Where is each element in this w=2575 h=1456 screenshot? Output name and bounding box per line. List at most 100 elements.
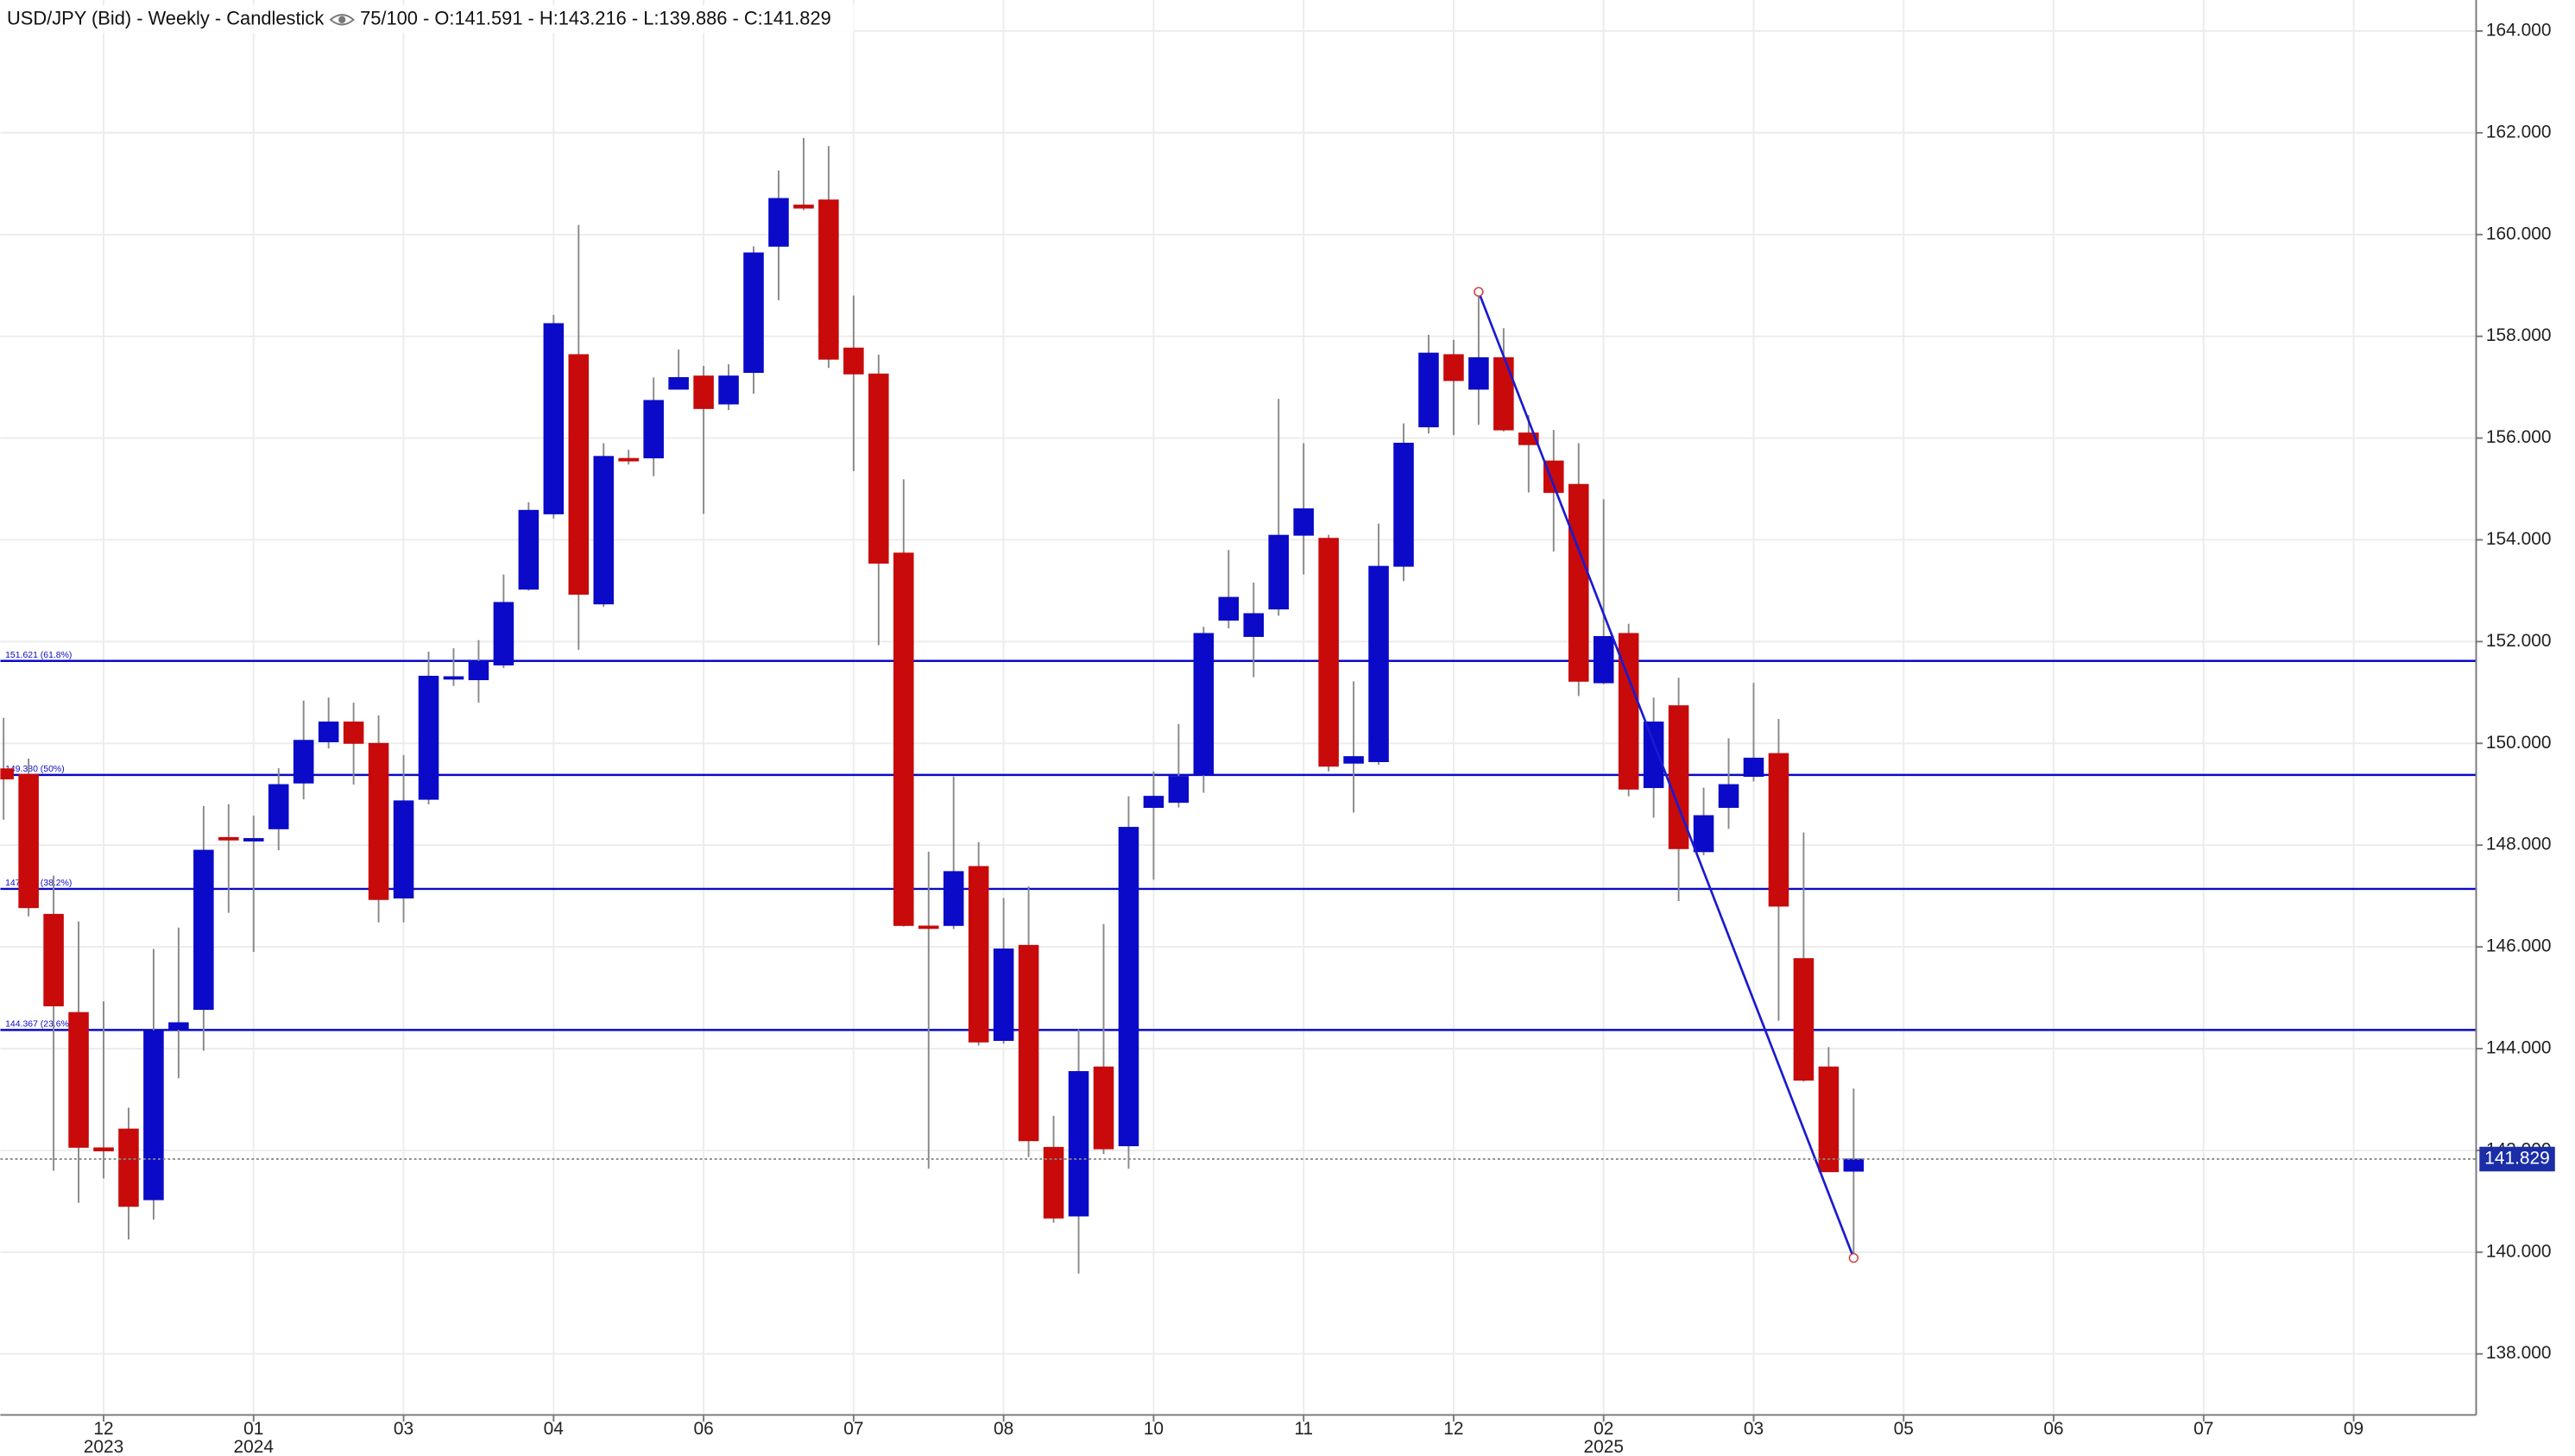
y-tick-label: 144.000 (2486, 1038, 2552, 1058)
candle-body (418, 675, 439, 800)
candle-body (1218, 596, 1240, 621)
y-tick-label: 160.000 (2486, 224, 2552, 243)
x-tick-label: 07 (2193, 1419, 2213, 1439)
y-tick-label: 152.000 (2486, 631, 2552, 651)
candle-body (1593, 636, 1614, 684)
candle-body (1818, 1066, 1840, 1173)
candle-body (1243, 613, 1265, 637)
candle-body (293, 740, 314, 784)
x-year-label: 2025 (1583, 1437, 1624, 1456)
last-price-label: 141.829 (2484, 1149, 2550, 1169)
candle-body (243, 838, 264, 841)
candle-body (843, 347, 864, 375)
candle-body (1693, 815, 1714, 853)
candle-body (193, 849, 214, 1011)
x-tick-label: 03 (394, 1419, 413, 1439)
candle-body (1118, 827, 1139, 1147)
candle-body (868, 373, 889, 564)
candle-body (768, 198, 789, 247)
candle-body (1768, 753, 1789, 907)
x-tick-label: 04 (544, 1419, 565, 1439)
chart-title: USD/JPY (Bid) - Weekly - Candlestick (7, 8, 324, 29)
x-tick-label: 11 (1294, 1419, 1313, 1439)
candle-body (1418, 352, 1439, 428)
candle-body (1018, 944, 1039, 1142)
candle-body (343, 722, 364, 744)
x-tick-label: 09 (2344, 1419, 2364, 1439)
y-tick-label: 138.000 (2486, 1343, 2552, 1363)
candle-body (668, 376, 689, 390)
candle-body (468, 660, 489, 681)
candle-body (1568, 483, 1589, 682)
candle-body (1293, 508, 1314, 536)
y-tick-label: 156.000 (2486, 427, 2552, 447)
candle-body (643, 400, 664, 459)
fib-label: 151.621 (61.8%) (5, 651, 72, 660)
candle-body (443, 676, 464, 680)
x-tick-label: 05 (1894, 1419, 1914, 1439)
trend-anchor (1848, 1252, 1859, 1264)
candle-body (1143, 796, 1164, 809)
candle-body (318, 722, 339, 742)
candle-body (943, 871, 964, 926)
y-tick-label: 140.000 (2486, 1241, 2552, 1261)
candle-body (1043, 1146, 1064, 1219)
x-tick-label: 10 (1144, 1419, 1164, 1439)
y-tick-label: 148.000 (2486, 835, 2552, 854)
candle-body (118, 1128, 139, 1207)
candle-body (43, 913, 64, 1006)
candle-body (268, 784, 289, 829)
candle-body (693, 375, 714, 409)
candle-body (1843, 1158, 1865, 1172)
y-tick-label: 150.000 (2486, 733, 2552, 753)
x-tick-label: 03 (1744, 1419, 1764, 1439)
candle-body (1543, 460, 1564, 494)
candle-body (68, 1012, 89, 1148)
candle-body (1268, 534, 1289, 610)
candle-body (168, 1022, 189, 1031)
candle-body (0, 768, 14, 780)
visibility-icon[interactable] (329, 14, 355, 26)
candle-body (818, 199, 839, 360)
candle-body (1068, 1071, 1089, 1217)
plot-area: 151.621 (61.8%)149.380 (50%)147.139 (38.… (0, 137, 2477, 1274)
candle-body (1318, 538, 1339, 767)
candle-body (1443, 354, 1464, 381)
candle-body (1368, 565, 1389, 762)
x-tick-label: 07 (843, 1419, 863, 1439)
candle-body (18, 773, 39, 909)
candle-body (968, 866, 989, 1043)
candle-body (1468, 356, 1489, 390)
last-price-box (2479, 1146, 2555, 1172)
x-tick-label: 12 (1443, 1419, 1463, 1439)
x-year-label: 2023 (84, 1437, 124, 1456)
fib-label: 144.367 (23.6%) (5, 1019, 72, 1029)
axes: 138.000140.000142.000144.000146.000148.0… (84, 20, 2555, 1456)
candle-body (1718, 784, 1739, 809)
y-tick-label: 162.000 (2486, 122, 2552, 142)
x-tick-label: 08 (994, 1419, 1013, 1439)
y-tick-label: 154.000 (2486, 529, 2552, 549)
fib-label: 149.380 (50%) (5, 765, 65, 774)
candle-body (1168, 776, 1190, 804)
candle-body (1343, 756, 1364, 764)
candle-body (1493, 356, 1514, 431)
trend-anchor (1474, 287, 1484, 297)
chart-subtitle: 75/100 - O:141.591 - H:143.216 - L:139.8… (360, 8, 831, 29)
x-tick-label: 02 (1594, 1419, 1613, 1439)
y-tick-label: 146.000 (2486, 936, 2552, 956)
candle-body (368, 742, 389, 900)
candle-body (1668, 705, 1689, 849)
candle-body (1393, 442, 1414, 567)
x-tick-label: 01 (243, 1419, 263, 1439)
candle-body (568, 354, 590, 596)
candle-body (1743, 757, 1764, 778)
candle-body (543, 323, 565, 514)
candle-body (893, 552, 914, 926)
x-tick-label: 12 (93, 1419, 113, 1439)
candle-body (518, 509, 540, 590)
candle-body (993, 948, 1014, 1042)
candle-body (218, 836, 239, 841)
